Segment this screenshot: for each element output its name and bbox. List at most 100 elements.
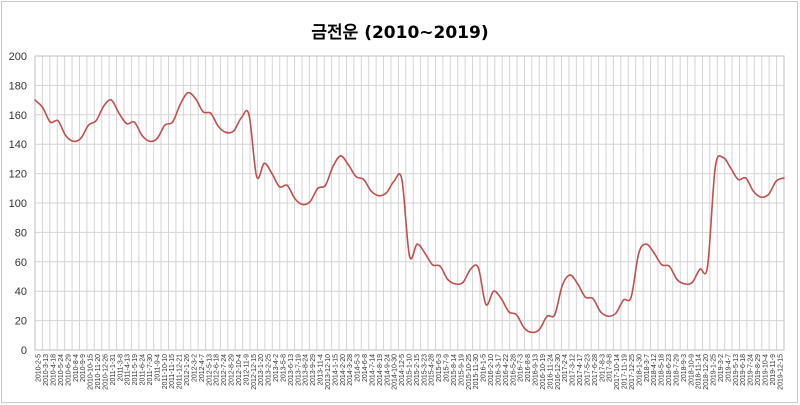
x-tick-label: 2016-2-10	[488, 354, 495, 386]
x-tick-label: 2018-7-29	[673, 354, 680, 386]
y-tick-label: 60	[15, 257, 27, 269]
y-tick-label: 180	[9, 80, 27, 92]
data-point	[95, 119, 97, 122]
data-point	[110, 99, 113, 101]
data-point	[683, 283, 686, 285]
x-tick-label: 2015-11-30	[473, 354, 480, 389]
data-point	[401, 178, 403, 181]
x-tick-label: 2016-3-17	[495, 354, 502, 386]
x-tick-label: 2014-2-20	[340, 354, 347, 386]
x-tick-label: 2019-5-13	[733, 354, 740, 386]
data-point	[439, 265, 441, 268]
data-point	[248, 114, 250, 116]
data-point	[49, 121, 52, 123]
data-point	[309, 200, 311, 203]
x-tick-label: 2011-11-15	[169, 354, 176, 389]
data-point	[500, 297, 503, 300]
x-tick-label: 2017-3-12	[570, 354, 577, 386]
x-tick-label: 2018-1-30	[636, 354, 643, 386]
data-point	[737, 178, 739, 181]
x-tick-label: 2013-8-24	[303, 354, 310, 386]
x-tick-label: 2011-1-31	[110, 354, 117, 386]
x-tick-label: 2010-10-15	[88, 354, 95, 390]
x-tick-label: 2011-5-19	[132, 354, 139, 386]
x-tick-label: 2012-6-18	[214, 354, 221, 386]
data-point	[783, 177, 785, 179]
data-point	[133, 121, 136, 123]
x-tick-label: 2016-10-19	[540, 354, 547, 390]
x-tick-label: 2011-7-30	[147, 354, 154, 386]
y-tick-label: 120	[9, 169, 27, 181]
data-point	[393, 180, 396, 182]
data-point	[668, 265, 671, 268]
x-tick-label: 2019-4-7	[725, 354, 732, 382]
x-tick-label: 2019-8-29	[755, 354, 762, 386]
data-point	[41, 106, 44, 109]
data-point	[209, 112, 212, 115]
x-tick-label: 2012-3-2	[191, 354, 198, 382]
data-point	[255, 175, 258, 178]
data-point	[141, 134, 143, 137]
data-point	[423, 252, 426, 254]
data-point	[722, 156, 724, 159]
x-tick-label: 2012-8-29	[229, 354, 236, 386]
x-tick-label: 2010-6-29	[65, 354, 72, 386]
data-point	[637, 252, 640, 254]
data-point	[370, 190, 373, 193]
data-point	[569, 274, 571, 276]
data-point	[561, 284, 564, 287]
data-point	[179, 103, 182, 106]
data-point	[462, 281, 464, 284]
data-point	[278, 186, 281, 188]
data-point	[232, 130, 235, 132]
x-tick-label: 2016-5-28	[510, 354, 517, 386]
data-point	[416, 243, 418, 245]
x-tick-label: 2017-6-28	[592, 354, 599, 386]
x-tick-label: 2014-12-5	[399, 354, 406, 386]
data-point	[752, 190, 755, 193]
x-tick-label: 2015-10-25	[466, 354, 473, 390]
x-tick-label: 2016-9-13	[533, 354, 540, 386]
x-tick-label: 2013-5-8	[280, 354, 287, 382]
data-point	[477, 266, 480, 269]
data-point	[339, 155, 342, 157]
y-tick-label: 200	[9, 51, 27, 63]
y-tick-label: 100	[9, 198, 27, 210]
data-point	[385, 191, 388, 194]
data-point	[576, 283, 579, 285]
data-point	[64, 134, 67, 137]
x-tick-label: 2018-9-3	[681, 354, 688, 382]
data-point	[57, 119, 59, 122]
data-point	[523, 327, 525, 329]
x-tick-label: 2014-7-14	[369, 354, 376, 386]
x-tick-label: 2010-9-9	[80, 354, 87, 382]
x-tick-label: 2014-10-30	[392, 354, 399, 390]
data-point	[454, 283, 457, 285]
x-tick-label: 2016-4-22	[503, 354, 510, 386]
x-tick-label: 2017-12-25	[629, 354, 636, 390]
x-tick-label: 2019-10-4	[762, 354, 769, 386]
x-tick-label: 2015-8-14	[451, 354, 458, 386]
series-line	[34, 91, 785, 334]
x-tick-label: 2012-10-4	[236, 354, 243, 386]
x-tick-label: 2010-4-18	[51, 354, 58, 386]
data-point	[80, 137, 82, 140]
data-point	[599, 310, 602, 313]
data-point	[362, 178, 365, 181]
x-tick-label: 2016-1-5	[481, 354, 488, 382]
x-tick-label: 2010-11-20	[95, 354, 102, 389]
x-tick-label: 2012-1-26	[184, 354, 191, 386]
data-point	[332, 165, 334, 168]
data-point	[630, 296, 632, 298]
data-point	[699, 268, 701, 270]
x-tick-label: 2013-12-10	[325, 354, 332, 390]
data-point	[592, 297, 594, 300]
data-point	[301, 203, 304, 206]
data-point	[446, 278, 449, 281]
x-tick-label: 2016-12-30	[555, 354, 562, 390]
data-point	[202, 111, 204, 113]
x-tick-label: 2018-12-20	[703, 354, 710, 390]
data-point	[271, 172, 273, 175]
data-point	[148, 140, 151, 143]
data-point	[240, 116, 243, 119]
